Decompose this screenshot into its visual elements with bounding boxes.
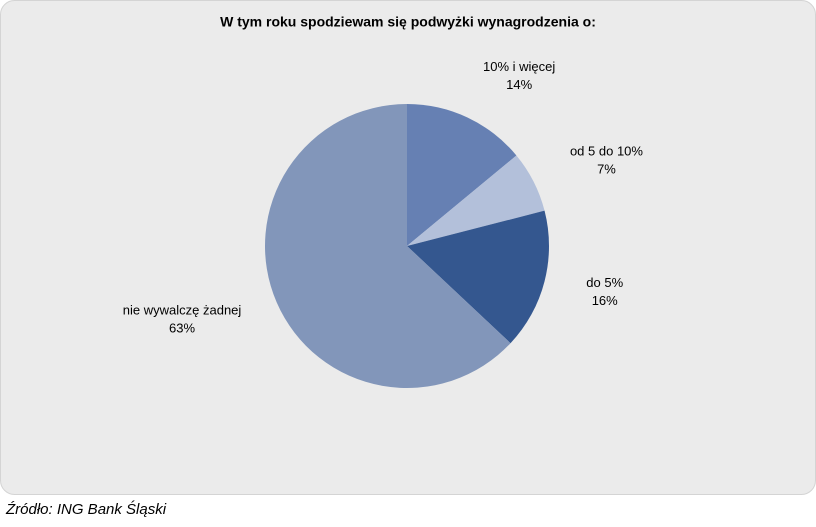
pie-slice bbox=[407, 210, 549, 344]
slice-value-label: 7% bbox=[597, 162, 616, 177]
source-note: Źródło: ING Bank Śląski bbox=[5, 500, 167, 518]
slice-label: 10% i więcej bbox=[483, 59, 555, 74]
slice-value-label: 63% bbox=[169, 321, 195, 336]
slice-label: od 5 do 10% bbox=[570, 144, 643, 159]
chart-title: W tym roku spodziewam się podwyżki wynag… bbox=[220, 14, 596, 30]
pie-slice bbox=[407, 104, 517, 246]
slice-label: nie wywalczę żadnej bbox=[123, 303, 242, 318]
pie-slice bbox=[407, 155, 545, 246]
slice-value-label: 16% bbox=[592, 293, 618, 308]
pie-slice bbox=[265, 104, 511, 388]
slice-label: do 5% bbox=[586, 275, 623, 290]
slice-value-label: 14% bbox=[506, 77, 532, 92]
